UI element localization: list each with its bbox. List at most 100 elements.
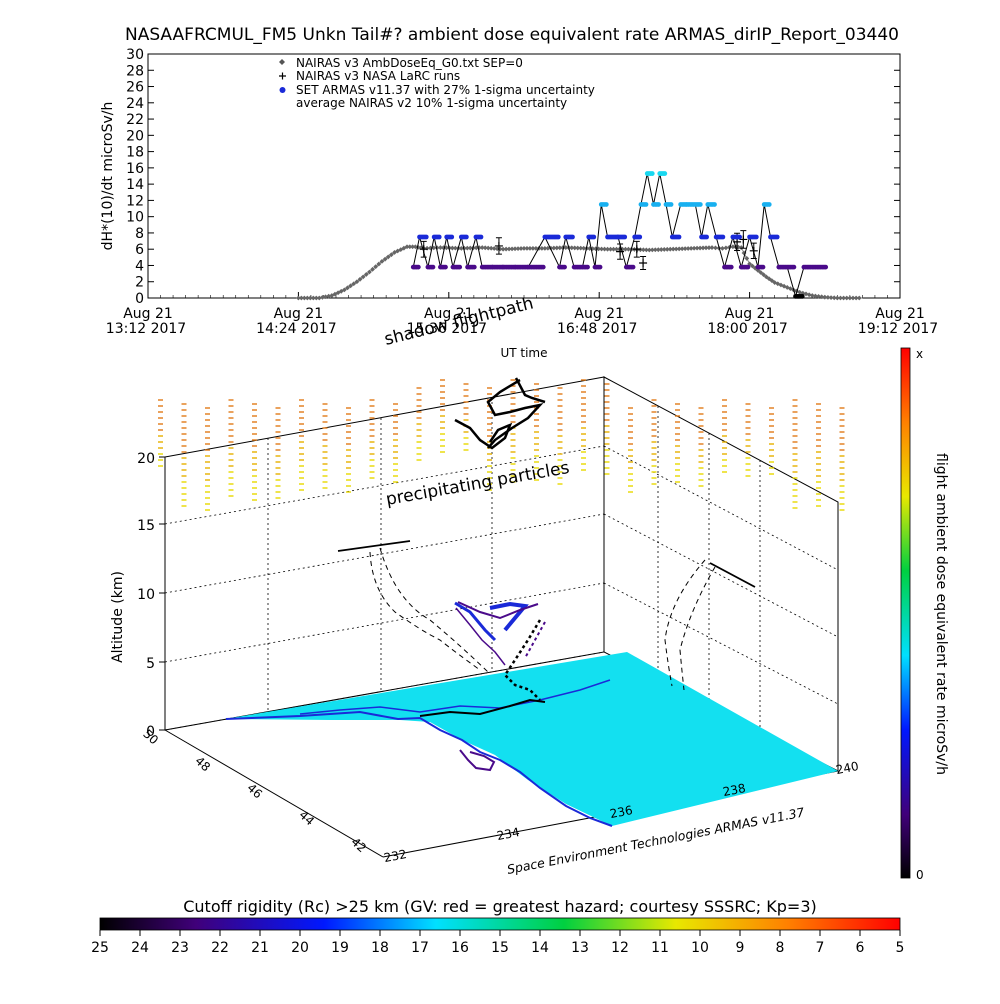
larc-errorbar [740,230,747,249]
armas-point [585,264,590,270]
nairas-point [709,245,715,250]
nairas-point [679,246,685,252]
latitude-tick-label: 44 [296,808,317,829]
armas-point [697,202,703,207]
annotation-precipitating-particles: precipitating particles [384,458,571,510]
nairas-point [720,245,725,251]
nairas-point [673,246,679,252]
x-tick-label-date: Aug 21 [123,306,173,322]
nairas-point [655,247,661,253]
rigidity-tick-label: 17 [411,940,429,956]
dose-colorbar-label: flight ambient dose equivalent rate micr… [933,453,949,775]
nairas-point [500,246,506,252]
nairas-point [844,295,850,301]
rigidity-tick-label: 14 [531,940,549,956]
nairas-point [479,245,485,250]
rigidity-scale: Cutoff rigidity (Rc) >25 km (GV: red = g… [91,897,904,956]
projection-lines [369,547,716,691]
y-tick-label: 4 [135,258,144,274]
nairas-point [614,246,619,252]
altitude-axis-label: Altitude (km) [110,571,126,663]
longitude-tick-label: 234 [496,825,521,843]
nairas-point [646,247,652,253]
armas-point [704,234,709,240]
armas-point [712,202,717,207]
nairas-point [816,293,821,299]
y-tick-label: 10 [126,210,144,226]
armas-point [760,264,766,270]
flight-3d-view: 0 5 10 15 20 50 48 46 44 42 232 234 236 238 240 Alti… [110,293,860,876]
nairas-point [488,245,494,251]
nairas-point [410,244,415,250]
y-tick-label: 2 [135,275,144,291]
armas-point [457,264,463,270]
nairas-point [370,266,375,272]
lake-outline [459,749,496,772]
nairas-point [602,246,607,252]
altitude-tick-label: 0 [146,724,155,740]
nairas-point [304,295,310,301]
nairas-point [524,245,530,251]
armas-point [643,202,649,207]
nairas-point [649,247,655,253]
nairas-line [298,246,863,299]
rigidity-tick-label: 16 [451,940,469,956]
nairas-point [664,246,670,252]
nairas-point [464,245,470,251]
armas-point [478,234,484,240]
y-tick-label: 24 [126,96,144,112]
x-tick-label-time: 15:36 2017 [407,321,487,337]
rigidity-tick-label: 12 [611,940,629,956]
nairas-point [415,244,421,250]
armas-point [562,264,567,270]
armas-point [443,264,448,270]
nairas-point [521,245,527,251]
nairas-point [800,290,806,296]
rigidity-ticks: 25 24 23 22 21 20 19 18 17 16 15 14 13 12 11 10 9 8 7 6 5 [91,930,904,956]
nairas-point [697,245,703,251]
nairas-point [385,254,391,260]
left-bottom-edge [164,729,384,858]
track-shadow-ground [419,698,546,717]
nairas-point [316,295,322,301]
nairas-point [326,293,332,299]
legend-label-3: SET ARMAS v11.37 with 27% 1-sigma uncert… [296,83,595,97]
nairas-point [834,295,840,301]
larc-errorbar [495,237,502,255]
nairas-point [512,246,518,252]
rigidity-tick-label: 18 [371,940,389,956]
nairas-point [813,293,818,299]
nairas-point [691,245,697,251]
nairas-point [509,246,515,252]
nairas-point [476,245,482,251]
nairas-point [652,247,658,253]
dose-colorbar-bottom-label: 0 [916,868,924,882]
nairas-point [298,295,304,301]
nairas-point [676,246,682,252]
larc-errorbar [633,240,640,258]
legend-marker-dot [279,87,286,93]
longitude-tick-label: 240 [835,759,860,777]
nairas-point [452,245,458,251]
latitude-tick-label: 48 [192,754,213,775]
rigidity-tick-label: 24 [131,940,149,956]
nairas-point [685,246,691,251]
nairas-point [572,245,578,251]
legend-label-2: NAIRAS v3 NASA LaRC runs [296,69,460,83]
nairas-point [467,245,473,251]
rigidity-tick-label: 22 [211,940,229,956]
nairas-point [706,245,712,251]
flight-start-segment [337,540,411,552]
armas-point [649,171,655,176]
nairas-point [828,295,834,300]
nairas-point [688,245,694,251]
nairas-point [398,247,404,253]
shadow-flightpath-trace [454,377,546,450]
nairas-point [713,245,718,251]
wall-gridlines [164,397,839,731]
rigidity-tick-label: 5 [896,940,905,956]
altitude-tick-label: 10 [137,587,155,603]
armas-point [720,234,726,240]
